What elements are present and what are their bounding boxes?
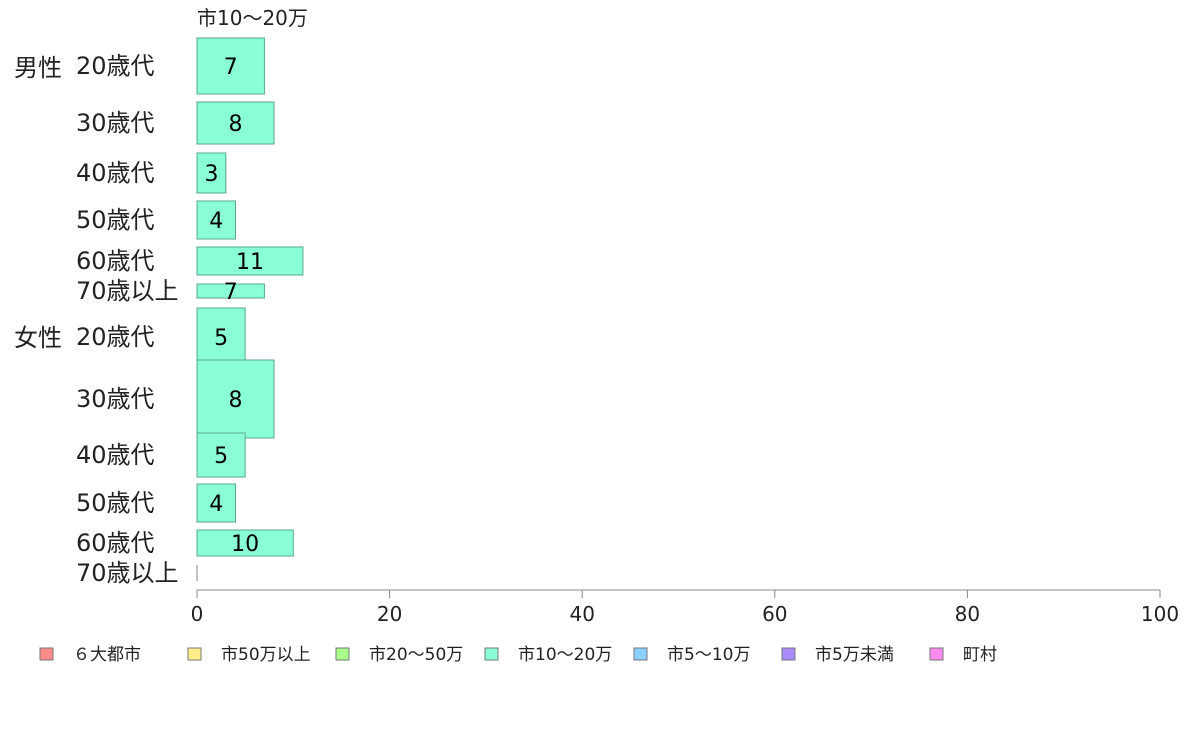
data-label: 5	[214, 326, 228, 351]
category-label: 70歳以上	[76, 559, 179, 587]
data-label: 11	[236, 250, 264, 275]
group-label-male: 男性	[14, 54, 62, 82]
bar	[196, 152, 227, 194]
bar	[196, 101, 275, 145]
x-tick-label: 0	[191, 602, 204, 626]
category-label: 40歳代	[76, 441, 155, 469]
bar	[196, 432, 246, 478]
legend-swatch	[633, 647, 648, 661]
bar	[196, 529, 294, 557]
data-label: 4	[209, 209, 223, 234]
data-label: 4	[209, 492, 223, 517]
x-tick-label: 60	[762, 602, 787, 626]
data-label: 8	[229, 388, 243, 413]
legend-label: 市10〜20万	[518, 645, 612, 665]
category-label: 60歳代	[76, 247, 155, 275]
legend-label: 町村	[963, 645, 997, 665]
x-tick-label: 20	[377, 602, 402, 626]
legend-swatch	[187, 647, 202, 661]
legend-swatch	[39, 647, 54, 661]
x-tick-label: 80	[955, 602, 980, 626]
legend-swatch	[929, 647, 944, 661]
data-label: 3	[204, 162, 218, 187]
bar	[196, 200, 237, 240]
category-label: 20歳代	[76, 52, 155, 80]
bars: 20歳代 7 30歳代 8 40歳代 3 50歳代 4 60歳代 11 70歳以上 7 20歳代 5 30歳…	[76, 37, 304, 587]
category-label: 30歳代	[76, 385, 155, 413]
chart-title: 市10〜20万	[197, 6, 308, 30]
data-label: 8	[229, 112, 243, 137]
legend-label: 市5万未満	[815, 645, 894, 665]
legend-swatch	[484, 647, 499, 661]
category-label: 20歳代	[76, 323, 155, 351]
data-label: 7	[224, 280, 238, 305]
legend-swatch	[335, 647, 350, 661]
x-tick-label: 40	[569, 602, 594, 626]
category-label: 40歳代	[76, 159, 155, 187]
group-label-female: 女性	[14, 324, 62, 352]
legend-label: 市20〜50万	[369, 645, 463, 665]
x-axis: 0 20 40 60 80 100	[191, 589, 1179, 626]
category-label: 30歳代	[76, 109, 155, 137]
bar	[196, 37, 265, 95]
legend-swatch	[781, 647, 796, 661]
category-label: 60歳代	[76, 529, 155, 557]
x-tick-label: 100	[1141, 602, 1179, 626]
data-label: 10	[231, 532, 259, 557]
category-label: 70歳以上	[76, 277, 179, 305]
bar	[196, 483, 237, 523]
legend-label: 市5〜10万	[667, 645, 750, 665]
data-label: 7	[224, 55, 238, 80]
legend-label: 市50万以上	[221, 645, 311, 665]
legend: ６大都市 市50万以上 市20〜50万 市10〜20万 市5〜10万 市5万未満 町村	[39, 645, 997, 665]
bar	[196, 246, 304, 276]
bar	[196, 359, 275, 439]
category-label: 50歳代	[76, 206, 155, 234]
bar	[196, 283, 265, 299]
category-label: 50歳代	[76, 489, 155, 517]
data-label: 5	[214, 444, 228, 469]
legend-label: ６大都市	[73, 645, 141, 665]
